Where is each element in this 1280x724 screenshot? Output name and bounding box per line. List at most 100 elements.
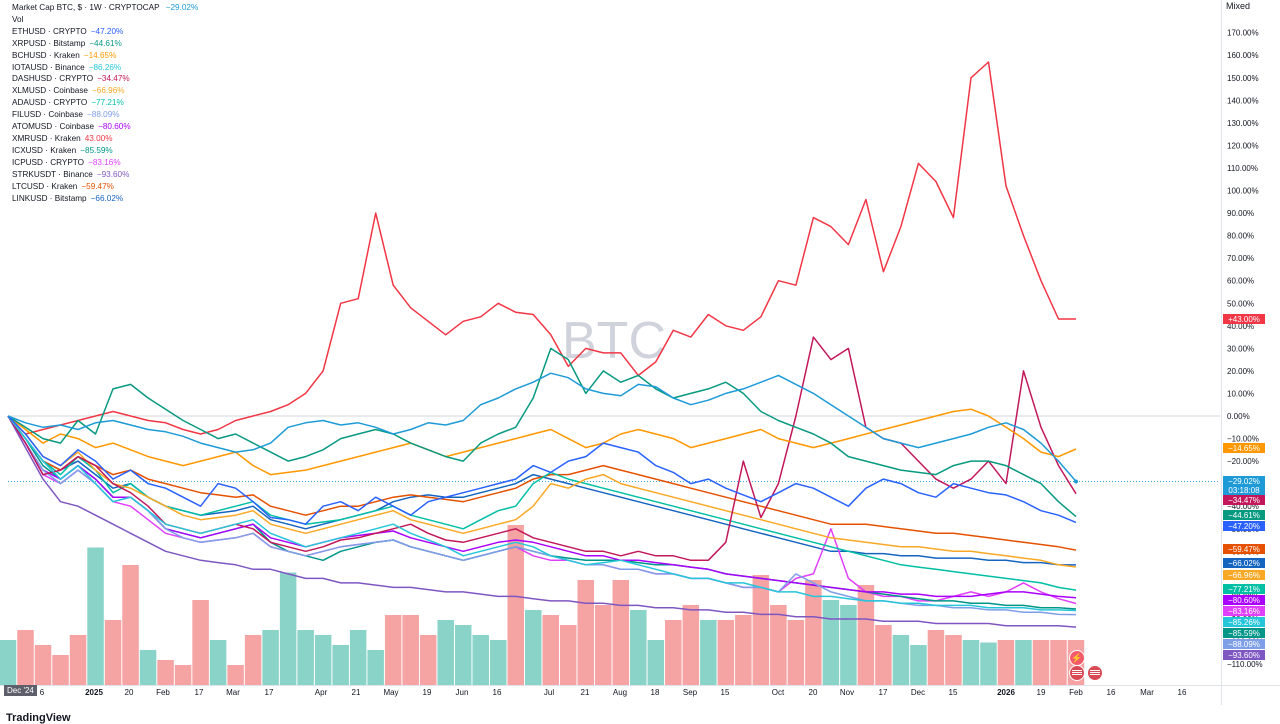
y-tick-label: 140.00% — [1227, 96, 1259, 105]
volume-bar — [0, 640, 17, 685]
symbol-watermark: BTC — [562, 312, 666, 370]
y-tick-label: −10.00% — [1227, 435, 1259, 444]
value-tag-text: −77.21% — [1228, 585, 1260, 594]
volume-bar — [384, 615, 402, 685]
volume-bar — [910, 645, 927, 685]
value-tag — [1223, 510, 1265, 520]
volume-bar — [472, 635, 489, 685]
value-tag — [1223, 606, 1265, 616]
series-line[interactable] — [7, 415, 1077, 591]
legend-volume-label[interactable]: Vol — [12, 14, 24, 24]
us-flag-icon[interactable] — [1069, 665, 1085, 681]
y-tick-label: −110.00% — [1227, 660, 1263, 669]
series-line[interactable] — [7, 415, 1077, 566]
legend-change: −93.60% — [96, 169, 130, 179]
legend-change: 43.00% — [84, 133, 113, 143]
legend-series-row[interactable]: IOTAUSD · Binance −86.26% — [12, 62, 198, 74]
legend-series-row[interactable]: ETHUSD · CRYPTO −47.20% — [12, 26, 198, 38]
volume-bar — [209, 640, 227, 685]
legend-series-row[interactable]: XRPUSD · Bitstamp −44.61% — [12, 38, 198, 50]
legend-symbol: ETHUSD · CRYPTO — [12, 26, 87, 36]
series-line[interactable] — [7, 415, 1077, 605]
x-tick-label: 20 — [809, 688, 818, 697]
legend-change: −34.47% — [97, 74, 130, 84]
volume-bar — [34, 645, 52, 685]
x-tick-label: Feb — [1069, 688, 1083, 697]
value-tag — [1223, 639, 1265, 649]
scale-mode-button[interactable]: Mixed — [1226, 1, 1251, 11]
tradingview-logo[interactable]: TradingView — [6, 712, 71, 724]
volume-bar — [244, 635, 262, 685]
legend-change: −66.02% — [90, 193, 124, 203]
series-line[interactable] — [7, 415, 1077, 610]
legend-series-row[interactable]: LINKUSD · Bitstamp −66.02% — [12, 193, 198, 205]
x-tick-label: Feb — [156, 688, 170, 697]
legend-series-row[interactable]: DASHUSD · CRYPTO −34.47% — [12, 73, 198, 85]
x-tick-label: May — [383, 688, 398, 697]
x-tick-label: 15 — [721, 688, 730, 697]
series-line[interactable] — [7, 415, 1077, 612]
x-axis-start-tag: Dec '24 — [4, 685, 37, 696]
volume-bar — [770, 605, 787, 685]
countdown-text: 03:18:08 — [1228, 486, 1260, 495]
series-line[interactable] — [7, 408, 1077, 476]
legend-series-row[interactable]: XMRUSD · Kraken 43.00% — [12, 133, 198, 145]
x-tick-label: 19 — [423, 688, 432, 697]
y-tick-label: 70.00% — [1227, 254, 1254, 263]
legend-series-row[interactable]: ICXUSD · Kraken −85.59% — [12, 145, 198, 157]
value-tag-text: −83.16% — [1228, 607, 1260, 616]
series-line[interactable] — [7, 415, 1077, 525]
legend-series-row[interactable]: FILUSD · Coinbase −88.09% — [12, 109, 198, 121]
series-line[interactable] — [7, 415, 1077, 599]
series-line[interactable] — [7, 415, 1077, 616]
legend-series-row[interactable]: XLMUSD · Coinbase −66.96% — [12, 85, 198, 97]
flash-icon[interactable]: ⚡ — [1069, 650, 1085, 666]
legend-series-row[interactable]: ADAUSD · CRYPTO −77.21% — [12, 97, 198, 109]
series-line[interactable] — [7, 347, 1077, 518]
volume-bar — [122, 565, 139, 685]
x-tick-label: Sep — [683, 688, 698, 697]
legend-symbol: LTCUSD · Kraken — [12, 181, 78, 191]
value-tag — [1223, 476, 1265, 495]
y-tick-label: 50.00% — [1227, 299, 1254, 308]
series-line[interactable] — [7, 415, 1077, 628]
value-tag — [1223, 521, 1265, 531]
volume-bar — [174, 665, 192, 685]
series-line[interactable] — [7, 415, 1077, 551]
volume-bar — [980, 642, 997, 685]
series-line[interactable] — [7, 415, 1077, 568]
series-line[interactable] — [7, 61, 1076, 435]
volume-bar — [577, 580, 595, 685]
series-line[interactable] — [7, 372, 1077, 482]
value-tag-text: −85.26% — [1228, 618, 1260, 627]
x-tick-label: 19 — [1037, 688, 1046, 697]
x-tick-label: 2025 — [85, 688, 103, 697]
legend-change: −59.47% — [81, 181, 114, 191]
y-tick-label: −20.00% — [1227, 457, 1259, 466]
legend-series-row[interactable]: ATOMUSD · Coinbase −80.60% — [12, 121, 198, 133]
y-tick-label: 0.00% — [1227, 412, 1250, 421]
legend-series-row[interactable]: ICPUSD · CRYPTO −83.16% — [12, 157, 198, 169]
value-tag — [1223, 595, 1265, 605]
legend-series-row[interactable]: LTCUSD · Kraken −59.47% — [12, 181, 198, 193]
volume-bar — [735, 615, 752, 685]
legend-series-row[interactable]: BCHUSD · Kraken −14.65% — [12, 50, 198, 62]
legend-series-row[interactable]: STRKUSDT · Binance −93.60% — [12, 169, 198, 181]
legend-change: −47.20% — [90, 26, 124, 36]
value-tag-text: −47.20% — [1228, 522, 1260, 531]
volume-bar — [507, 525, 524, 685]
us-flag-icon-2[interactable] — [1087, 665, 1103, 681]
legend-symbol: ATOMUSD · Coinbase — [12, 122, 95, 132]
y-tick-label: 90.00% — [1227, 209, 1254, 218]
y-tick-label: 60.00% — [1227, 277, 1254, 286]
legend-main-row[interactable]: Market Cap BTC, $ · 1W · CRYPTOCAP −29.0… — [12, 2, 198, 14]
volume-bar — [945, 635, 962, 685]
y-tick-label: 150.00% — [1227, 74, 1259, 83]
volume-bar — [489, 640, 507, 685]
value-tag-text: −66.96% — [1228, 571, 1260, 580]
x-tick-label: 16 — [1178, 688, 1187, 697]
series-line[interactable] — [7, 336, 1077, 562]
volume-bar — [717, 620, 735, 685]
volume-bar — [542, 615, 560, 685]
